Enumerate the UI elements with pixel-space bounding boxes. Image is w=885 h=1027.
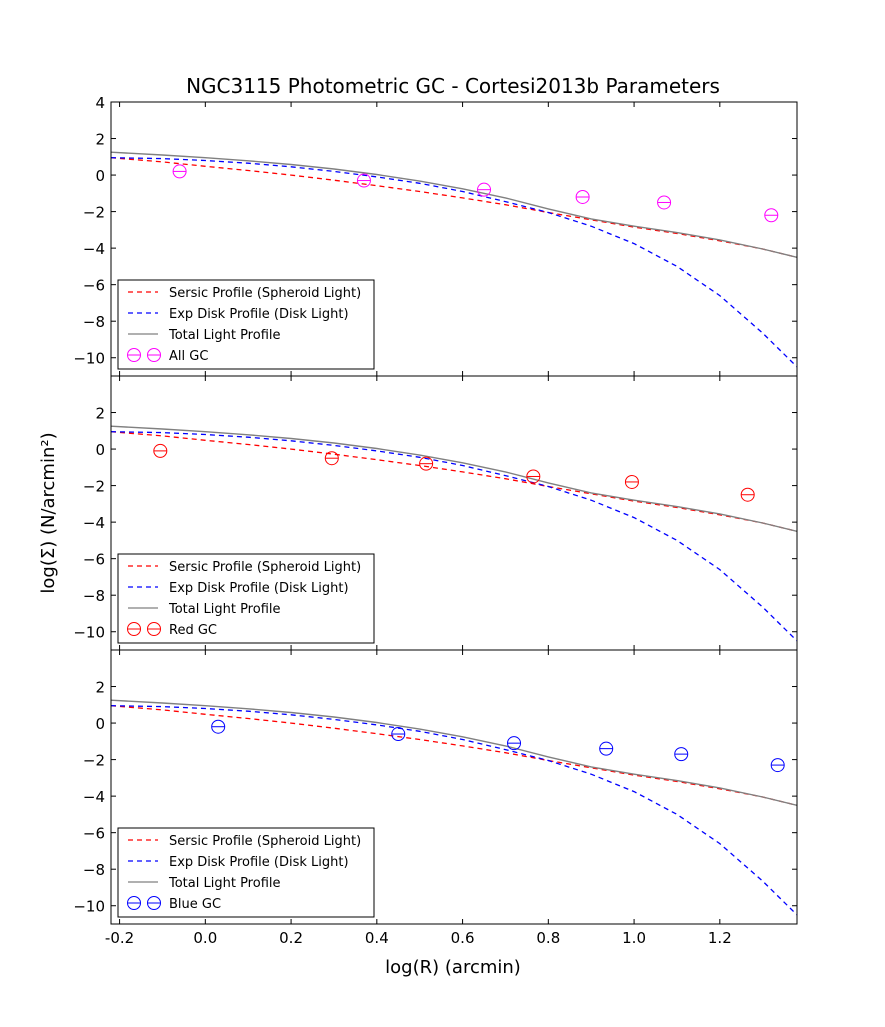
y-tick-label: 0 xyxy=(95,441,105,459)
series-line xyxy=(111,431,797,642)
y-tick-label: 2 xyxy=(95,679,105,697)
data-point xyxy=(211,719,226,734)
series-line xyxy=(111,705,797,916)
y-tick-label: −10 xyxy=(73,898,105,916)
x-tick-label: 1.0 xyxy=(622,929,646,947)
data-point xyxy=(172,164,187,179)
x-axis-label: log(R) (arcmin) xyxy=(385,957,521,978)
x-tick-label: 0.4 xyxy=(365,929,389,947)
data-point xyxy=(764,208,779,223)
legend-label: Total Light Profile xyxy=(168,602,281,617)
x-tick-label: 0.2 xyxy=(279,929,303,947)
series-line xyxy=(111,425,797,532)
data-point xyxy=(477,182,492,197)
legend: Sersic Profile (Spheroid Light) Exp Disk … xyxy=(117,553,375,644)
y-tick-label: −4 xyxy=(83,514,105,532)
y-tick-label: −8 xyxy=(83,313,105,331)
legend-label: Exp Disk Profile (Disk Light) xyxy=(169,581,349,596)
series-line xyxy=(111,699,797,806)
data-point xyxy=(674,747,689,762)
plot-area xyxy=(111,425,797,642)
panels: −10 −8 −6 −4 −2 0 2 4 Sersic Profile (Spheroid L… xyxy=(73,94,798,947)
panel-1: −10 −8 −6 −4 −2 0 2 Sersic Profile (Spheroid Li… xyxy=(73,375,798,651)
legend-label: Exp Disk Profile (Disk Light) xyxy=(169,307,349,322)
axes-frame xyxy=(110,649,798,925)
y-tick-label: 2 xyxy=(95,131,105,149)
y-tick-label: 4 xyxy=(95,94,105,112)
y-tick-label: −2 xyxy=(83,204,105,222)
legend-label: Sersic Profile (Spheroid Light) xyxy=(169,286,361,301)
y-tick-label: 2 xyxy=(95,405,105,423)
legend-item: All GC xyxy=(127,348,208,364)
data-point xyxy=(599,741,614,756)
y-tick-label: −8 xyxy=(83,587,105,605)
data-point xyxy=(526,469,541,484)
y-tick-label: −10 xyxy=(73,350,105,368)
legend-item: Sersic Profile (Spheroid Light) xyxy=(128,834,361,849)
y-axis-label: log(Σ) (N/arcmin²) xyxy=(38,432,59,593)
data-point xyxy=(657,195,672,210)
data-point xyxy=(419,456,434,471)
y-tick-label: −6 xyxy=(83,825,105,843)
x-tick-label: 1.2 xyxy=(708,929,732,947)
y-tick-label: 0 xyxy=(95,715,105,733)
series-line xyxy=(111,157,797,368)
legend-item: Exp Disk Profile (Disk Light) xyxy=(128,307,349,322)
data-point xyxy=(324,451,339,466)
x-tick-label: 0.6 xyxy=(451,929,475,947)
plot-area xyxy=(111,151,797,368)
legend-label: All GC xyxy=(169,349,208,364)
data-point xyxy=(507,736,522,751)
data-point xyxy=(740,487,755,502)
x-tick-label: 0.0 xyxy=(193,929,217,947)
series-line xyxy=(111,705,797,806)
y-tick-label: −4 xyxy=(83,788,105,806)
legend-item: Red GC xyxy=(127,622,217,638)
legend-item: Exp Disk Profile (Disk Light) xyxy=(128,855,349,870)
legend-item: Sersic Profile (Spheroid Light) xyxy=(128,560,361,575)
y-tick-label: −6 xyxy=(83,551,105,569)
legend-label: Exp Disk Profile (Disk Light) xyxy=(169,855,349,870)
y-tick-label: −6 xyxy=(83,277,105,295)
legend-label: Blue GC xyxy=(169,897,221,912)
data-point xyxy=(391,727,406,742)
panel-2: −10 −8 −6 −4 −2 0 2 -0.2 0.0 0.2 0.4 0.6 0.8 1.0 1.2 Se… xyxy=(73,649,798,947)
legend: Sersic Profile (Spheroid Light) Exp Disk … xyxy=(117,827,375,918)
y-tick-label: 0 xyxy=(95,167,105,185)
series-line xyxy=(111,151,797,258)
legend-item: Exp Disk Profile (Disk Light) xyxy=(128,581,349,596)
figure-title: NGC3115 Photometric GC - Cortesi2013b Pa… xyxy=(186,74,720,98)
y-tick-label: −10 xyxy=(73,624,105,642)
y-tick-label: −2 xyxy=(83,478,105,496)
legend-label: Red GC xyxy=(169,623,217,638)
data-point xyxy=(356,173,371,188)
legend-label: Total Light Profile xyxy=(168,876,281,891)
plot-area xyxy=(111,699,797,916)
y-tick-label: −2 xyxy=(83,752,105,770)
series-line xyxy=(111,157,797,258)
panel-0: −10 −8 −6 −4 −2 0 2 4 Sersic Profile (Spheroid L… xyxy=(73,94,798,377)
legend-item: Blue GC xyxy=(127,896,221,912)
legend-label: Sersic Profile (Spheroid Light) xyxy=(169,834,361,849)
series-line xyxy=(111,431,797,532)
data-point xyxy=(153,443,168,458)
legend-item: Total Light Profile xyxy=(128,328,281,343)
legend-label: Sersic Profile (Spheroid Light) xyxy=(169,560,361,575)
y-tick-label: −4 xyxy=(83,240,105,258)
legend-item: Total Light Profile xyxy=(128,876,281,891)
x-tick-label: -0.2 xyxy=(105,929,134,947)
legend-item: Sersic Profile (Spheroid Light) xyxy=(128,286,361,301)
x-tick-label: 0.8 xyxy=(536,929,560,947)
legend-label: Total Light Profile xyxy=(168,328,281,343)
data-point xyxy=(575,189,590,204)
y-tick-label: −8 xyxy=(83,861,105,879)
legend-item: Total Light Profile xyxy=(128,602,281,617)
data-point xyxy=(770,758,785,773)
legend: Sersic Profile (Spheroid Light) Exp Disk … xyxy=(117,279,375,370)
data-point xyxy=(624,474,639,489)
